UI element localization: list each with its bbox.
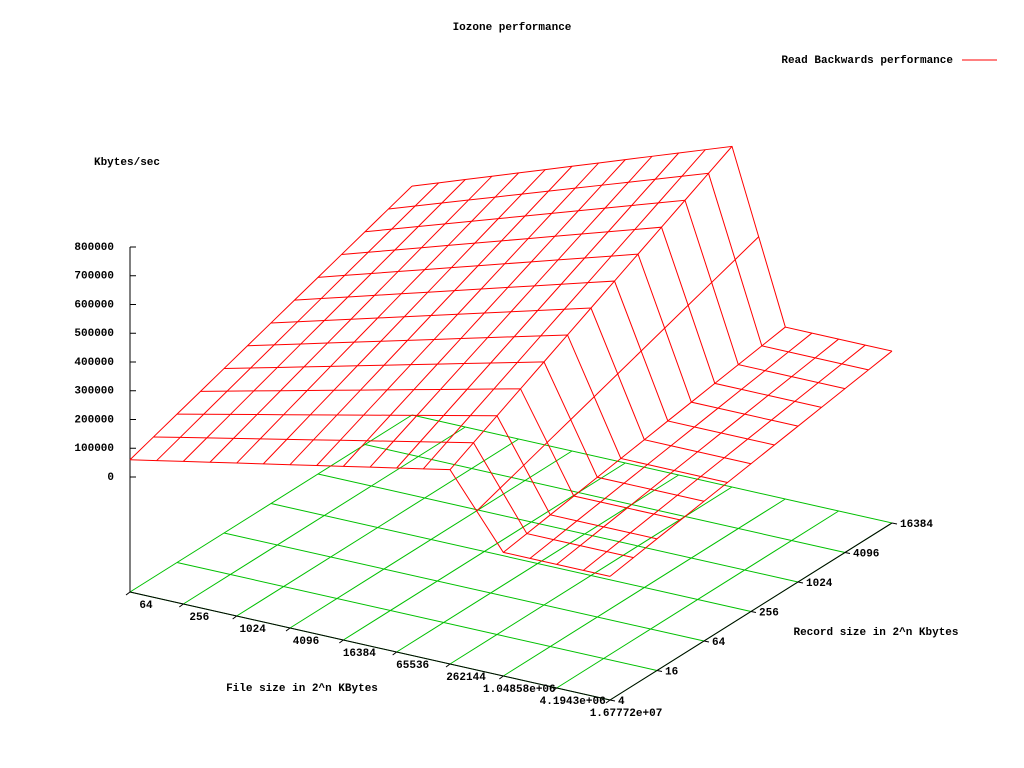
grid-line — [317, 473, 799, 583]
x-tick — [339, 639, 344, 644]
z-tick-label: 400000 — [74, 357, 114, 369]
surface-column — [449, 146, 733, 470]
y-tick-label: 16384 — [900, 519, 933, 531]
legend-label: Read Backwards performance — [781, 55, 953, 67]
z-tick-label: 100000 — [74, 443, 114, 455]
surface-column — [316, 162, 600, 466]
x-tick-label: 1024 — [239, 624, 266, 636]
x-tick — [605, 699, 611, 704]
surface-column — [529, 332, 813, 559]
grid-line — [270, 503, 752, 612]
y-tick-label: 4096 — [853, 548, 879, 560]
x-tick-label: 4096 — [293, 636, 319, 648]
surface-column — [129, 185, 413, 461]
surface-column — [369, 155, 653, 468]
x-tick — [232, 615, 237, 620]
chart-title: Iozone performance — [453, 22, 572, 34]
z-axis-label: Kbytes/sec — [94, 157, 160, 169]
x-tick-label: 64 — [139, 600, 153, 612]
surface-column — [583, 344, 866, 571]
z-tick-label: 700000 — [74, 271, 114, 283]
x-tick-label: 256 — [189, 612, 209, 624]
x-tick-label: 4.1943e+06 — [540, 696, 606, 708]
y-tick-label: 1024 — [806, 578, 833, 590]
surface-column — [156, 182, 440, 461]
surface-column — [609, 350, 893, 577]
y-tick — [844, 552, 851, 554]
surface-column — [342, 159, 626, 467]
x-tick — [179, 603, 184, 608]
x-tick — [552, 687, 557, 692]
y-tick — [797, 581, 804, 584]
x-axis-label: File size in 2^n KBytes — [226, 683, 378, 695]
z-tick-label: 200000 — [74, 414, 114, 426]
grid-line — [223, 532, 705, 642]
y-axis-label: Record size in 2^n Kbytes — [793, 627, 958, 639]
z-tick-label: 600000 — [74, 299, 114, 311]
y-tick-label: 4 — [618, 696, 625, 708]
surface-column — [289, 165, 573, 466]
z-tick-label: 300000 — [74, 386, 114, 398]
z-tick-label: 500000 — [74, 328, 114, 340]
surface-column — [503, 326, 786, 553]
y-tick-label: 256 — [759, 607, 779, 619]
surface-column — [262, 169, 546, 465]
y-tick-label: 64 — [712, 637, 726, 649]
surface-column — [476, 236, 760, 512]
y-tick-label: 16 — [665, 666, 678, 678]
grid-line — [176, 562, 658, 671]
x-tick-label: 16384 — [343, 648, 376, 660]
x-tick — [125, 591, 131, 596]
x-tick-label: 65536 — [396, 660, 429, 672]
x-tick — [392, 651, 397, 656]
surface-column — [236, 172, 520, 464]
x-tick-label: 1.04858e+06 — [483, 684, 556, 696]
grid-line — [411, 414, 893, 524]
y-tick — [703, 640, 710, 643]
y-tick — [609, 699, 616, 702]
x-tick-label: 262144 — [446, 672, 486, 684]
surface-column — [396, 152, 680, 469]
x-tick — [445, 663, 451, 668]
y-tick — [656, 670, 663, 672]
z-tick-label: 800000 — [74, 242, 114, 254]
y-tick — [891, 522, 898, 525]
z-tick-label: 0 — [107, 472, 114, 484]
x-tick-label: 1.67772e+07 — [590, 708, 663, 720]
y-tick — [750, 611, 757, 613]
x-tick — [285, 627, 291, 632]
surface-column — [556, 338, 839, 565]
surface-column — [422, 149, 706, 470]
surface-column — [209, 175, 493, 463]
x-tick — [499, 675, 504, 680]
surface-column — [182, 179, 466, 462]
